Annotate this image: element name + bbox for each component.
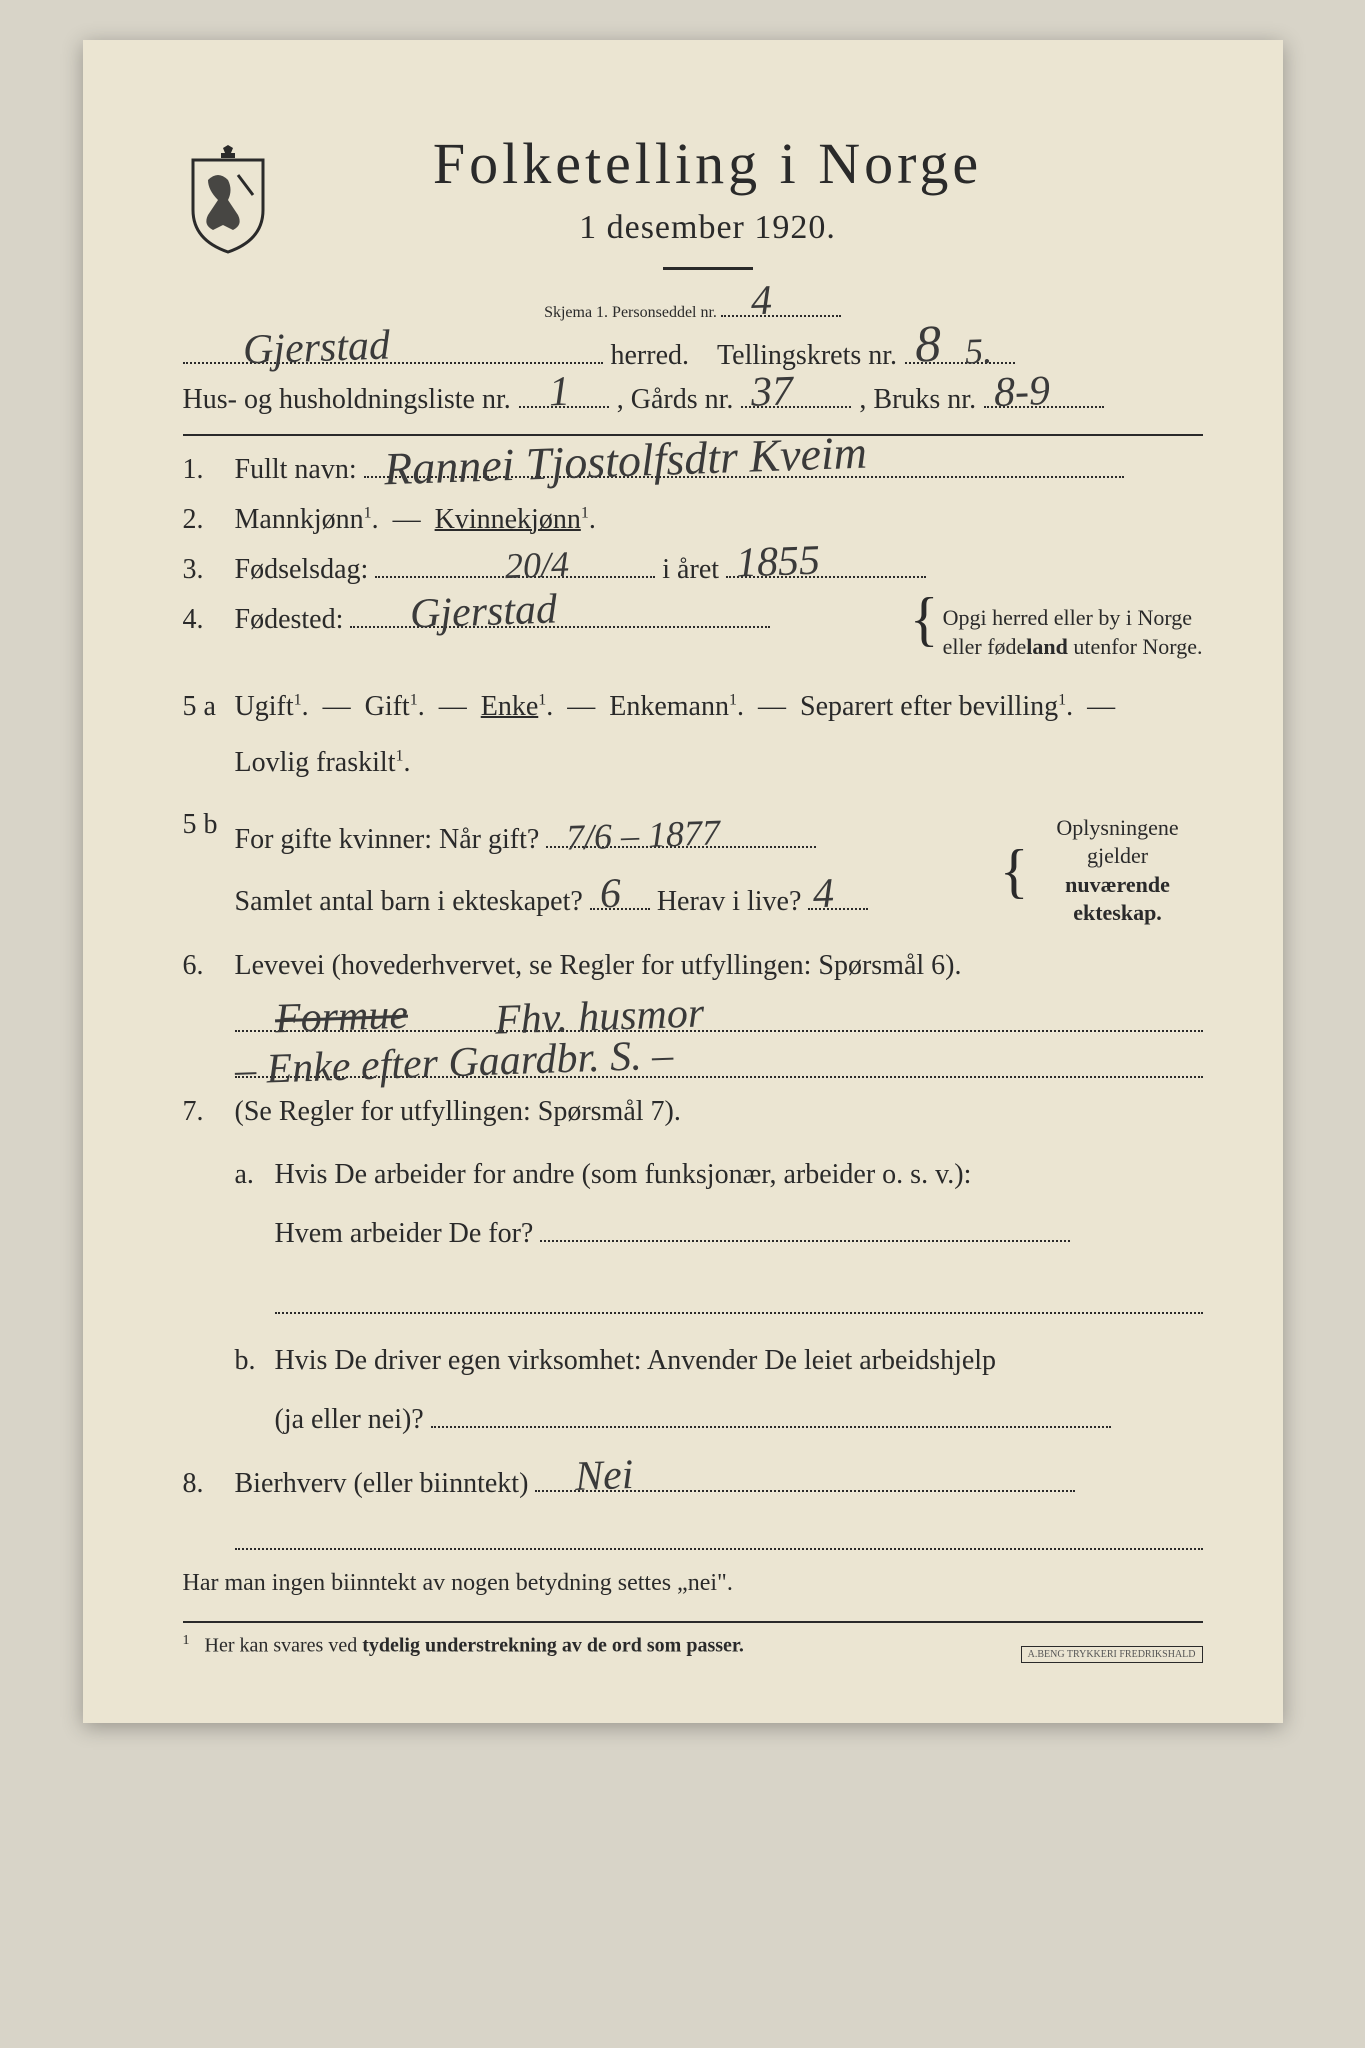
q5b-note1: Oplysningene — [1056, 815, 1178, 840]
tellingskrets-label: Tellingskrets nr. — [717, 340, 897, 372]
personseddel-nr: 4 — [750, 285, 772, 319]
q5a-num: 5 a — [183, 691, 235, 723]
q2-mannkjonn: Mannkjønn — [235, 504, 364, 535]
q8-num: 8. — [183, 1468, 235, 1500]
herred-value: Gjerstad — [242, 330, 390, 369]
footer-note2-pre: Her kan svares ved — [205, 1634, 363, 1656]
brace-icon-2: { — [1000, 856, 1029, 886]
q2-row: 2. Mannkjønn1. — Kvinnekjønn1. — [183, 504, 1203, 536]
q8-value: Nei — [575, 1459, 634, 1495]
q6-value-strike: Formue — [274, 998, 408, 1036]
q5a-ugift: Ugift — [235, 691, 294, 722]
q5b-note: Oplysningene gjelder nuværende ekteskap. — [1033, 814, 1203, 928]
q6-value2: – Enke efter Gaardbr. S. – — [234, 1039, 673, 1088]
q4-note-line2c: utenfor Norge. — [1068, 634, 1203, 659]
tellingskrets-nr: 8 — [914, 324, 941, 366]
q5b-note2: gjelder — [1087, 843, 1148, 868]
q7-num: 7. — [183, 1096, 235, 1128]
q7b-row: b. Hvis De driver egen virksomhet: Anven… — [235, 1332, 1203, 1450]
q4-row: 4. Fødested: Gjerstad { Opgi herred elle… — [183, 604, 1203, 661]
q1-num: 1. — [183, 454, 235, 486]
footnote-rule — [183, 1621, 1203, 1623]
brace-icon: { — [910, 604, 939, 634]
q3-row: 3. Fødselsdag: 20/4 i året 1855 — [183, 554, 1203, 586]
q6-num: 6. — [183, 950, 235, 982]
q5a-lovlig: Lovlig fraskilt — [235, 747, 396, 778]
header: Folketelling i Norge 1 desember 1920. — [183, 130, 1203, 294]
q5b-label1: For gifte kvinner: Når gift? — [235, 824, 540, 855]
q5b-val1: 7/6 – 1877 — [566, 819, 721, 853]
q7a-row: a. Hvis De arbeider for andre (som funks… — [235, 1146, 1203, 1264]
q5b-label2: Samlet antal barn i ekteskapet? — [235, 886, 583, 917]
q4-note-line2b: land — [1026, 634, 1068, 659]
q8-label: Bierhverv (eller biinntekt) — [235, 1468, 529, 1499]
q6-fill2: – Enke efter Gaardbr. S. – — [235, 1046, 1203, 1078]
q5a-enke: Enke — [481, 691, 539, 722]
q5a-separert: Separert efter bevilling — [800, 691, 1058, 722]
q7a-text2: Hvem arbeider De for? — [275, 1218, 534, 1249]
q5b-num: 5 b — [183, 809, 235, 841]
q3-day: 20/4 — [505, 550, 570, 581]
q7a-num: a. — [235, 1159, 275, 1191]
q7b-text2: (ja eller nei)? — [275, 1404, 424, 1435]
q5b-label3: Herav i live? — [657, 886, 802, 917]
q7b-num: b. — [235, 1345, 275, 1377]
coat-of-arms-icon — [183, 140, 273, 255]
q8-row: 8. Bierhverv (eller biinntekt) Nei — [183, 1468, 1203, 1500]
q7-label: (Se Regler for utfyllingen: Spørsmål 7). — [235, 1096, 681, 1127]
q5a-row: 5 a Ugift1. — Gift1. — Enke1. — Enkemann… — [183, 679, 1203, 791]
q1-label: Fullt navn: — [235, 454, 357, 485]
hus-label: Hus- og husholdningsliste nr. — [183, 384, 511, 416]
q3-year: 1855 — [735, 545, 820, 582]
q5b-row: 5 b For gifte kvinner: Når gift? 7/6 – 1… — [183, 809, 1203, 932]
q6-row: 6. Levevei (hovederhvervet, se Regler fo… — [183, 950, 1203, 982]
herred-label: herred. — [611, 340, 690, 372]
q2-kvinnekjonn: Kvinnekjønn — [435, 504, 581, 535]
hus-nr: 1 — [548, 376, 570, 410]
gards-nr: 37 — [751, 376, 794, 411]
q3-num: 3. — [183, 554, 235, 586]
q6-fill1: Formue Fhv. husmor — [235, 1000, 1203, 1032]
q7-row: 7. (Se Regler for utfyllingen: Spørsmål … — [183, 1096, 1203, 1128]
q4-label: Fødested: — [235, 604, 344, 635]
q4-note: Opgi herred eller by i Norge eller fødel… — [943, 604, 1203, 661]
schema-label: Skjema 1. Personseddel nr. — [544, 304, 717, 321]
q6-label: Levevei (hovederhvervet, se Regler for u… — [235, 950, 962, 981]
q3-mid: i året — [662, 554, 719, 585]
bruks-nr: 8-9 — [994, 375, 1051, 411]
q4-note-line2a: eller føde — [943, 634, 1027, 659]
q7a-text1: Hvis De arbeider for andre (som funksjon… — [275, 1159, 972, 1190]
herred-line: Gjerstad herred. Tellingskrets nr. 8 5. — [183, 340, 1203, 372]
q5b-note2b: nuværende ekteskap. — [1065, 872, 1170, 926]
main-title: Folketelling i Norge — [313, 130, 1103, 197]
q3-label: Fødselsdag: — [235, 554, 369, 585]
q7a-fill — [275, 1282, 1203, 1314]
schema-line: Skjema 1. Personseddel nr. 4 — [183, 304, 1203, 322]
printer-mark: A.BENG TRYKKERI FREDRIKSHALD — [1021, 1646, 1203, 1663]
gards-label: , Gårds nr. — [617, 384, 734, 416]
tellingskrets-extra: 5. — [965, 337, 993, 367]
q5b-val3: 4 — [813, 878, 835, 912]
q7b-text1: Hvis De driver egen virksomhet: Anvender… — [275, 1345, 997, 1376]
q4-value: Gjerstad — [410, 594, 558, 633]
hus-line: Hus- og husholdningsliste nr. 1 , Gårds … — [183, 384, 1203, 416]
title-divider — [663, 267, 753, 270]
q2-num: 2. — [183, 504, 235, 536]
bruks-label: , Bruks nr. — [859, 384, 976, 416]
q5b-val2: 6 — [599, 878, 621, 912]
q1-value: Rannei Tjostolfsdtr Kveim — [383, 435, 867, 489]
title-block: Folketelling i Norge 1 desember 1920. — [313, 130, 1203, 294]
census-date: 1 desember 1920. — [313, 209, 1103, 247]
q4-num: 4. — [183, 604, 235, 636]
q8-fill — [235, 1518, 1203, 1550]
q5a-enkemann: Enkemann — [609, 691, 729, 722]
q1-row: 1. Fullt navn: Rannei Tjostolfsdtr Kveim — [183, 454, 1203, 486]
q4-note-line1: Opgi herred eller by i Norge — [943, 605, 1192, 630]
footer-note2-bold: tydelig understrekning av de ord som pas… — [362, 1634, 744, 1656]
q5a-gift: Gift — [365, 691, 410, 722]
q6-value1: Fhv. husmor — [494, 997, 704, 1038]
census-form-page: Folketelling i Norge 1 desember 1920. Sk… — [83, 40, 1283, 1723]
footer-note1: Har man ingen biinntekt av nogen betydni… — [183, 1570, 1203, 1597]
